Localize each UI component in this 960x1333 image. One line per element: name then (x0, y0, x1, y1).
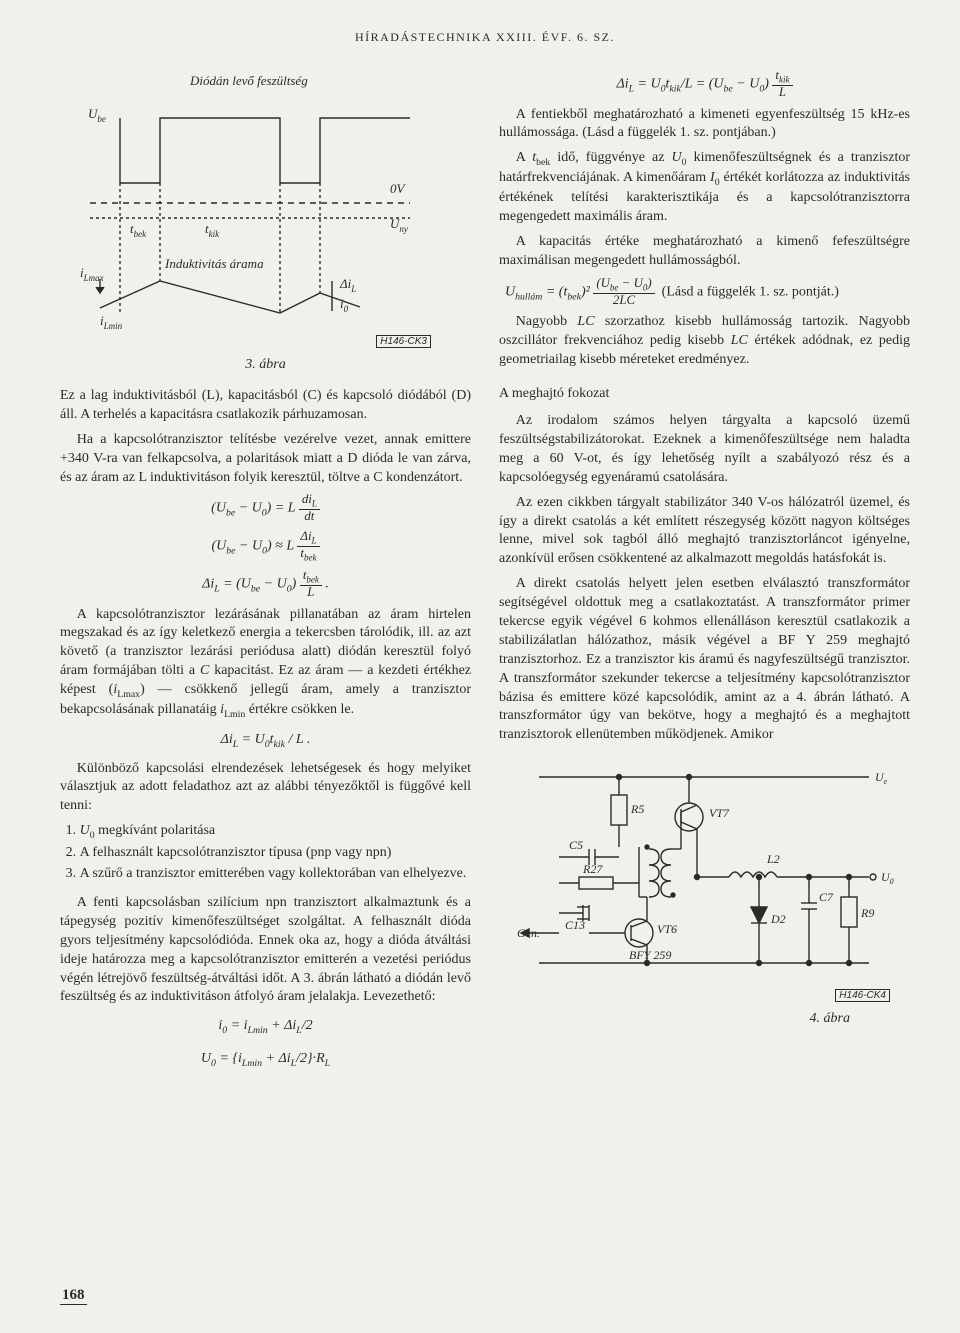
svg-text:R27: R27 (582, 862, 603, 876)
svg-text:VT6: VT6 (657, 922, 677, 936)
right-eq-top: ΔiL = U0tkik/L = (Ube − U0) tkikL (499, 69, 910, 100)
svg-text:U0: U0 (881, 870, 894, 886)
eq-hullam: Uhullám = (tbek)² (Ube − U0)2LC (Lásd a … (499, 277, 910, 308)
svg-text:0V: 0V (390, 181, 407, 196)
left-p5: A fenti kapcsolásban szilícium npn tranz… (60, 894, 471, 1007)
eq4: ΔiL = U0tkik / L . (60, 727, 471, 753)
svg-text:iLmin: iLmin (100, 313, 123, 331)
figure-4-svg: Ue R5 VT7 (499, 757, 909, 987)
svg-text:iLmax: iLmax (80, 265, 104, 283)
list-item-2: A felhasznált kapcsolótranzisztor típusa… (80, 844, 471, 863)
svg-text:C5: C5 (569, 838, 583, 852)
svg-text:tkik: tkik (205, 221, 220, 239)
figure-3: Diódán levő feszültség Ube 0V Uny tbek t… (60, 63, 471, 349)
figure-3-caption: 3. ábra (60, 357, 471, 373)
svg-text:C7: C7 (819, 890, 834, 904)
left-p1: Ez a lag induktivitásból (L), kapacitásb… (60, 387, 471, 425)
figure-4: Ue R5 VT7 (499, 757, 910, 1003)
svg-text:Uny: Uny (390, 216, 408, 234)
svg-text:ΔiL: ΔiL (339, 276, 356, 294)
svg-text:tbek: tbek (130, 221, 147, 239)
svg-text:R9: R9 (860, 906, 874, 920)
factor-list: U0 megkívánt polaritása A felhasznált ka… (80, 822, 471, 884)
right-p2: A tbek idő, függvénye az U0 kimenőfeszül… (499, 149, 910, 227)
list-item-1: U0 megkívánt polaritása (80, 822, 471, 842)
right-column: ΔiL = U0tkik/L = (Ube − U0) tkikL A fent… (499, 63, 910, 1078)
svg-text:Induktivitás árama: Induktivitás árama (164, 256, 264, 271)
figure-4-code: H146-CK4 (835, 989, 890, 1002)
svg-text:D2: D2 (770, 912, 786, 926)
svg-text:Diódán levő feszültség: Diódán levő feszültség (189, 73, 308, 88)
figure-3-svg: Diódán levő feszültség Ube 0V Uny tbek t… (60, 63, 440, 333)
page-header: HÍRADÁSTECHNIKA XXIII. ÉVF. 6. SZ. (60, 30, 910, 45)
page-number: 168 (60, 1287, 87, 1305)
svg-text:i0: i0 (340, 296, 349, 314)
right-p4: Nagyobb LC szorzathoz kisebb hullámosság… (499, 313, 910, 370)
eq2: (Ube − U0) ≈ L ΔiLtbek (60, 530, 471, 563)
section-heading: A meghajtó fokozat (499, 386, 910, 402)
figure-4-caption: 4. ábra (499, 1011, 910, 1027)
svg-text:Ube: Ube (88, 106, 106, 124)
svg-text:BFY 259: BFY 259 (629, 948, 671, 962)
svg-text:Ue: Ue (875, 770, 888, 786)
svg-text:R5: R5 (630, 802, 644, 816)
right-p5: Az irodalom számos helyen tárgyalta a ka… (499, 412, 910, 488)
right-p7: A direkt csatolás helyett jelen esetben … (499, 575, 910, 745)
eq1: (Ube − U0) = L diLdt (60, 493, 471, 524)
left-p2: Ha a kapcsolótranzisztor telítésbe vezér… (60, 431, 471, 488)
right-p3: A kapacitás értéke meghatározható a kime… (499, 233, 910, 271)
list-item-3: A szűrő a tranzisztor emitterében vagy k… (80, 865, 471, 884)
eq6: U0 = {iLmin + ΔiL/2}·RL (60, 1046, 471, 1072)
svg-text:L2: L2 (766, 852, 780, 866)
eq3: ΔiL = (Ube − U0) tbekL . (60, 569, 471, 600)
ref-hullam: (Lásd a függelék 1. sz. pontját.) (662, 284, 839, 299)
svg-text:C13: C13 (565, 918, 585, 932)
right-p6: Az ezen cikkben tárgyalt stabilizátor 34… (499, 494, 910, 570)
eq5: i0 = iLmin + ΔiL/2 (60, 1013, 471, 1039)
two-column-layout: Diódán levő feszültség Ube 0V Uny tbek t… (60, 63, 910, 1078)
figure-3-code: H146-CK3 (376, 335, 431, 348)
left-p4: Különböző kapcsolási elrendezések lehets… (60, 760, 471, 817)
left-column: Diódán levő feszültség Ube 0V Uny tbek t… (60, 63, 471, 1078)
right-p1: A fentiekből meghatározható a kimeneti e… (499, 106, 910, 144)
left-p3: A kapcsolótranzisztor lezárásának pillan… (60, 606, 471, 722)
svg-text:VT7: VT7 (709, 806, 730, 820)
